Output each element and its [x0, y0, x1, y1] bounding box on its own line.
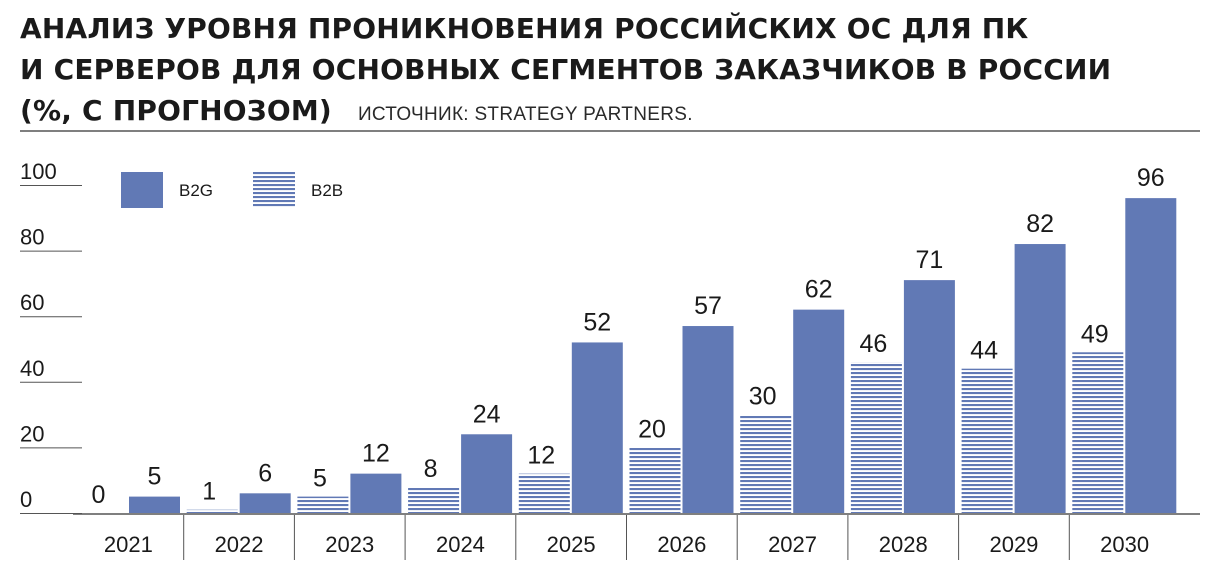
source-note: ИСТОЧНИК: STRATEGY PARTNERS.	[357, 104, 693, 125]
chart-title: АНАЛИЗ УРОВНЯ ПРОНИКНОВЕНИЯ РОССИЙСКИХ О…	[20, 8, 1210, 135]
bar-b2g	[461, 434, 513, 513]
legend-swatch	[121, 172, 163, 208]
value-label-b2g: 24	[473, 400, 501, 428]
value-label-b2b: 20	[638, 415, 666, 443]
x-tick-label: 2021	[104, 532, 153, 557]
value-label-b2g: 57	[694, 292, 722, 320]
bar-b2g	[1014, 244, 1066, 514]
bar-b2g	[571, 342, 623, 513]
bar-b2g	[1125, 198, 1177, 513]
x-tick-label: 2030	[1100, 532, 1149, 557]
x-tick-label: 2026	[657, 532, 706, 557]
title-line-1: АНАЛИЗ УРОВНЯ ПРОНИКНОВЕНИЯ РОССИЙСКИХ О…	[20, 12, 1029, 45]
value-label-b2g: 62	[805, 276, 833, 304]
value-label-b2g: 82	[1026, 210, 1054, 238]
value-label-b2b: 0	[92, 481, 106, 509]
value-label-b2b: 44	[970, 337, 998, 365]
y-tick-label: 20	[20, 421, 44, 446]
value-label-b2g: 12	[362, 440, 390, 468]
value-label-b2g: 6	[258, 459, 272, 487]
y-tick-label: 0	[20, 487, 32, 512]
bar-b2b	[850, 362, 902, 513]
title-line-3: (%, С ПРОГНОЗОМ) ИСТОЧНИК: STRATEGY PARTN…	[20, 90, 1210, 135]
value-label-b2g: 96	[1137, 164, 1165, 192]
value-label-b2g: 71	[915, 246, 943, 274]
bar-b2g	[793, 309, 845, 513]
legend-swatch	[253, 172, 295, 208]
x-tick-label: 2028	[879, 532, 928, 557]
bar-b2g	[903, 280, 955, 513]
y-tick-label: 80	[20, 225, 44, 250]
x-tick-label: 2029	[989, 532, 1038, 557]
bar-b2g	[350, 473, 402, 513]
title-line-2: И СЕРВЕРОВ ДЛЯ ОСНОВНЫХ СЕГМЕНТОВ ЗАКАЗЧ…	[20, 53, 1112, 86]
value-label-b2g: 52	[583, 308, 611, 336]
value-labels-group: 0 5 1 6 5 12 8 24 12 52 20 57 30 62 46 71 44 82 49 96	[92, 164, 1165, 509]
bar-b2g	[239, 493, 291, 513]
bar-b2b	[297, 496, 349, 513]
bars-group	[129, 198, 1177, 514]
y-tick-label: 40	[20, 356, 44, 381]
y-axis: 0 20 40 60 80 100	[20, 159, 82, 514]
bar-b2b	[629, 447, 681, 513]
y-tick-label: 60	[20, 290, 44, 315]
y-tick-label: 100	[20, 159, 57, 184]
title-units: (%, С ПРОГНОЗОМ)	[20, 94, 332, 127]
value-label-b2b: 46	[859, 330, 887, 358]
value-label-b2b: 1	[202, 478, 216, 506]
bar-b2b	[1072, 352, 1124, 513]
bar-b2b	[186, 509, 238, 513]
value-label-b2b: 49	[1081, 320, 1109, 348]
value-label-b2b: 8	[424, 455, 438, 483]
x-tick-label: 2023	[325, 532, 374, 557]
bar-b2g	[682, 326, 734, 513]
x-tick-label: 2027	[768, 532, 817, 557]
x-tick-label: 2022	[215, 532, 264, 557]
bar-b2b	[740, 414, 792, 513]
legend-label: B2B	[311, 181, 343, 200]
x-axis: 2021 2022 2023 2024 2025 2026 2027 2028 2029 2030	[73, 513, 1200, 560]
bar-b2b	[408, 486, 460, 513]
bar-b2b	[518, 473, 570, 513]
value-label-b2b: 12	[527, 442, 555, 470]
x-tick-label: 2024	[436, 532, 485, 557]
legend: B2G B2B	[121, 172, 343, 208]
legend-label: B2G	[179, 181, 213, 200]
bar-b2g	[129, 496, 180, 513]
x-tick-label: 2025	[547, 532, 596, 557]
value-label-b2b: 5	[313, 465, 327, 493]
bar-b2b	[961, 368, 1013, 513]
value-label-b2b: 30	[749, 383, 777, 411]
value-label-b2g: 5	[148, 463, 162, 491]
